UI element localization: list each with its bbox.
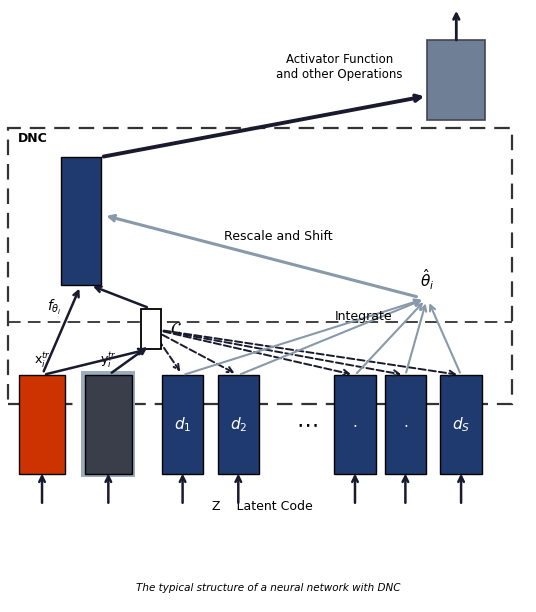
Text: $f_{\theta_i}$: $f_{\theta_i}$ <box>47 298 62 317</box>
Bar <box>385 375 426 474</box>
Text: Integrate: Integrate <box>334 310 392 323</box>
Text: $\cdots$: $\cdots$ <box>296 414 318 435</box>
Bar <box>81 371 136 477</box>
Text: DNC: DNC <box>18 132 47 145</box>
Bar <box>218 375 259 474</box>
Text: Z    Latent Code: Z Latent Code <box>212 500 313 513</box>
Text: Activator Function
and other Operations: Activator Function and other Operations <box>277 53 403 81</box>
Bar <box>427 40 486 120</box>
Text: $\cdot$: $\cdot$ <box>352 417 358 432</box>
Bar <box>61 157 101 285</box>
Bar <box>8 128 512 405</box>
Text: $\mathrm{y}_i^{tr}$: $\mathrm{y}_i^{tr}$ <box>100 351 117 370</box>
Bar <box>162 375 203 474</box>
Text: $\hat{\theta}_i$: $\hat{\theta}_i$ <box>420 267 434 292</box>
Bar <box>441 375 482 474</box>
Text: $\mathcal{C}$: $\mathcal{C}$ <box>170 319 182 338</box>
Text: $\mathrm{x}_i^{tr}$: $\mathrm{x}_i^{tr}$ <box>34 351 50 370</box>
Text: $d_2$: $d_2$ <box>229 415 247 434</box>
Bar <box>19 375 65 474</box>
Text: $\cdot$: $\cdot$ <box>403 417 408 432</box>
Text: $d_1$: $d_1$ <box>174 415 191 434</box>
Bar <box>140 308 161 349</box>
Text: Rescale and Shift: Rescale and Shift <box>224 230 333 244</box>
Text: $d_S$: $d_S$ <box>452 415 470 434</box>
Text: The typical structure of a neural network with DNC: The typical structure of a neural networ… <box>136 583 400 593</box>
Bar <box>85 375 132 474</box>
Bar <box>334 375 376 474</box>
